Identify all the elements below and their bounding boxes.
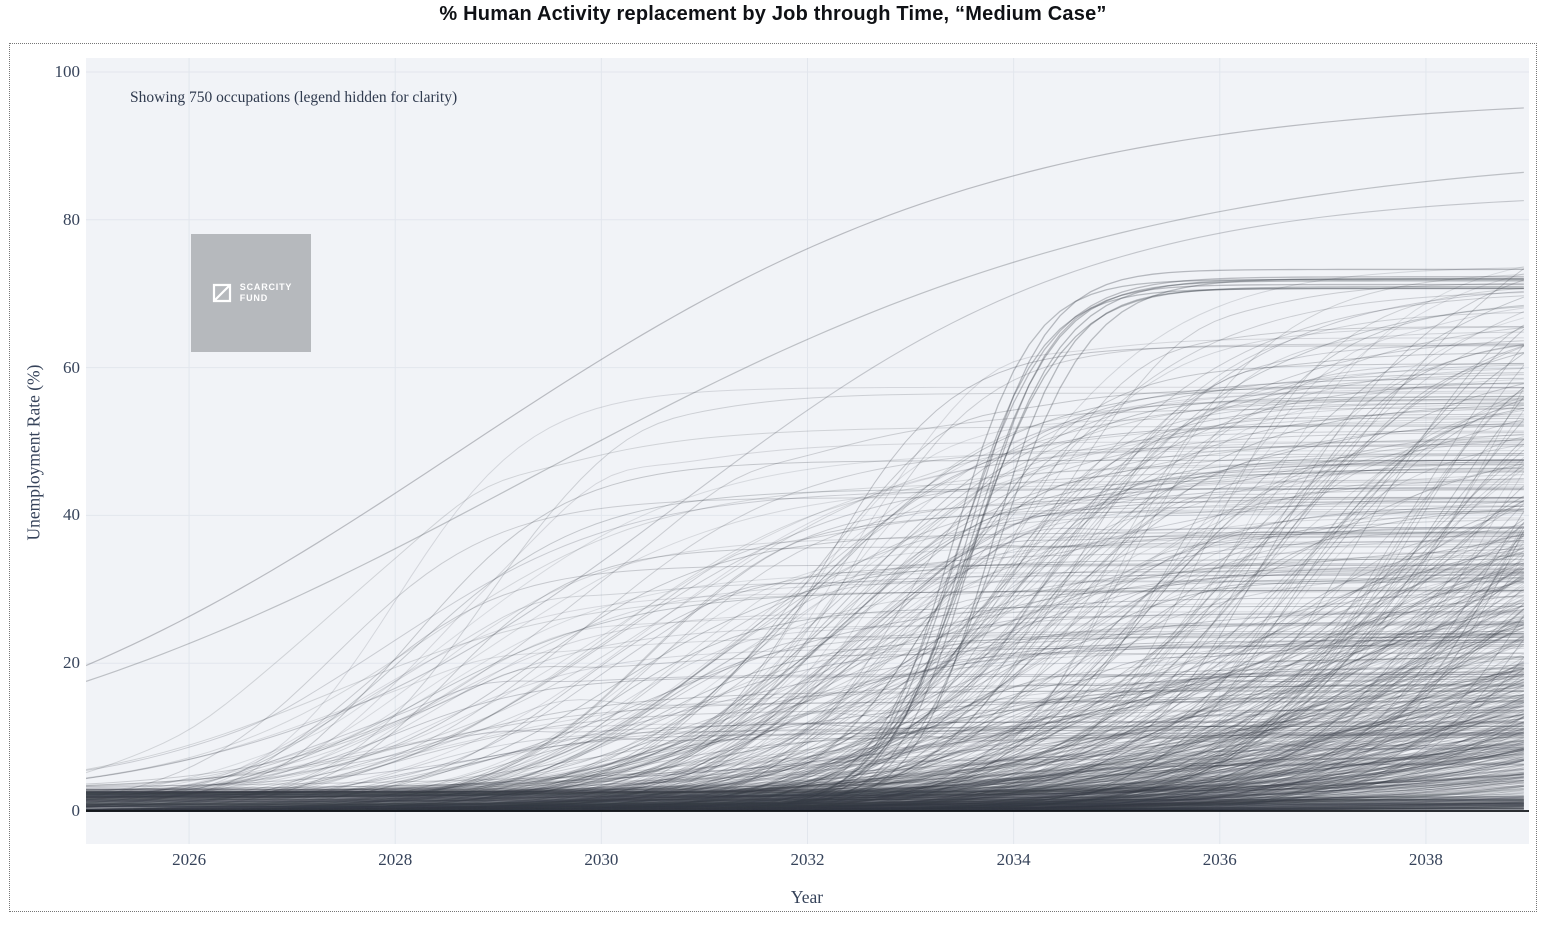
plot-area[interactable] <box>86 58 1529 844</box>
x-axis-title: Year <box>790 887 824 907</box>
y-tick-label: 0 <box>71 801 81 820</box>
logo-text-line2: FUND <box>239 293 268 303</box>
annotation: Showing 750 occupations (legend hidden f… <box>130 89 458 106</box>
scarcity-fund-logo: SCARCITY FUND <box>191 234 311 352</box>
y-tick-label: 80 <box>63 209 80 229</box>
x-tick-label: 2036 <box>1202 850 1237 869</box>
y-tick-label: 60 <box>63 357 80 377</box>
x-tick-label: 2038 <box>1408 850 1443 869</box>
figure-container: Showing 750 occupations (legend hidden f… <box>9 43 1537 912</box>
scarcity-fund-logo-icon <box>212 283 231 303</box>
y-tick-label: 100 <box>54 62 81 81</box>
x-tick-label: 2028 <box>378 850 413 869</box>
logo-text-line1: SCARCITY <box>239 282 293 292</box>
y-tick-label: 40 <box>63 505 80 525</box>
page-title: % Human Activity replacement by Job thro… <box>439 3 1107 25</box>
x-tick-label: 2032 <box>790 850 825 869</box>
x-tick-label: 2034 <box>996 850 1031 869</box>
y-tick-label: 20 <box>63 653 80 673</box>
x-tick-label: 2030 <box>584 850 619 869</box>
x-tick-label: 2026 <box>172 850 207 869</box>
logo-text: SCARCITY FUND <box>240 282 292 304</box>
